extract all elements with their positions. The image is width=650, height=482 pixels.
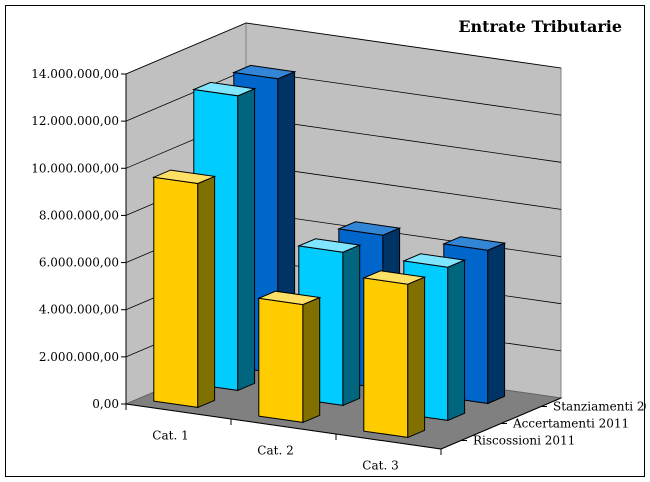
bar-top <box>151 169 217 185</box>
series-label: Accertamenti 2011 <box>512 417 629 431</box>
bar-top <box>256 290 322 306</box>
category-label: Cat. 1 <box>152 429 188 443</box>
bar-top <box>401 253 467 268</box>
y-tick-label: 10.000.000,00 <box>31 161 119 175</box>
series-label: Stanziamenti 2011 <box>553 400 646 414</box>
y-tick-label: 2.000.000,00 <box>39 350 119 364</box>
bar-top <box>336 221 402 236</box>
bar <box>151 169 217 409</box>
y-tick-label: 0,00 <box>92 397 119 411</box>
y-tick-label: 12.000.000,00 <box>31 114 119 128</box>
bar-chart-3d: 0,00 2.000.000,00 4.000.000,00 6.000.000,00… <box>31 17 646 473</box>
bar-side <box>447 259 466 422</box>
bar-top <box>296 238 362 253</box>
bar-front <box>363 277 409 438</box>
category-label: Cat. 3 <box>362 459 398 473</box>
category-label: Cat. 2 <box>257 444 293 458</box>
bar-side <box>342 244 361 407</box>
bar-front <box>258 297 304 423</box>
x-axis <box>125 403 442 450</box>
y-tick-label: 14.000.000,00 <box>31 67 119 81</box>
chart-frame: 0,00 2.000.000,00 4.000.000,00 6.000.000,00… <box>5 5 646 477</box>
y-tick-label: 4.000.000,00 <box>39 303 119 317</box>
bar-top <box>441 236 507 251</box>
bar-top <box>361 270 427 285</box>
y-tick-label: 6.000.000,00 <box>39 256 119 270</box>
bar-side <box>487 242 506 405</box>
bar-top <box>231 64 297 80</box>
bar-side <box>237 87 256 392</box>
y-tick-label: 8.000.000,00 <box>39 208 119 222</box>
bar <box>256 290 322 424</box>
bar-side <box>197 175 216 409</box>
bar-front <box>153 176 199 408</box>
bar-top <box>191 81 257 97</box>
gridline <box>125 22 562 75</box>
series-label: Riscossioni 2011 <box>473 434 575 448</box>
bar <box>361 270 427 439</box>
bar-side <box>302 296 321 424</box>
chart-title: Entrate Tributarie <box>458 17 622 36</box>
bar-side <box>407 276 426 439</box>
